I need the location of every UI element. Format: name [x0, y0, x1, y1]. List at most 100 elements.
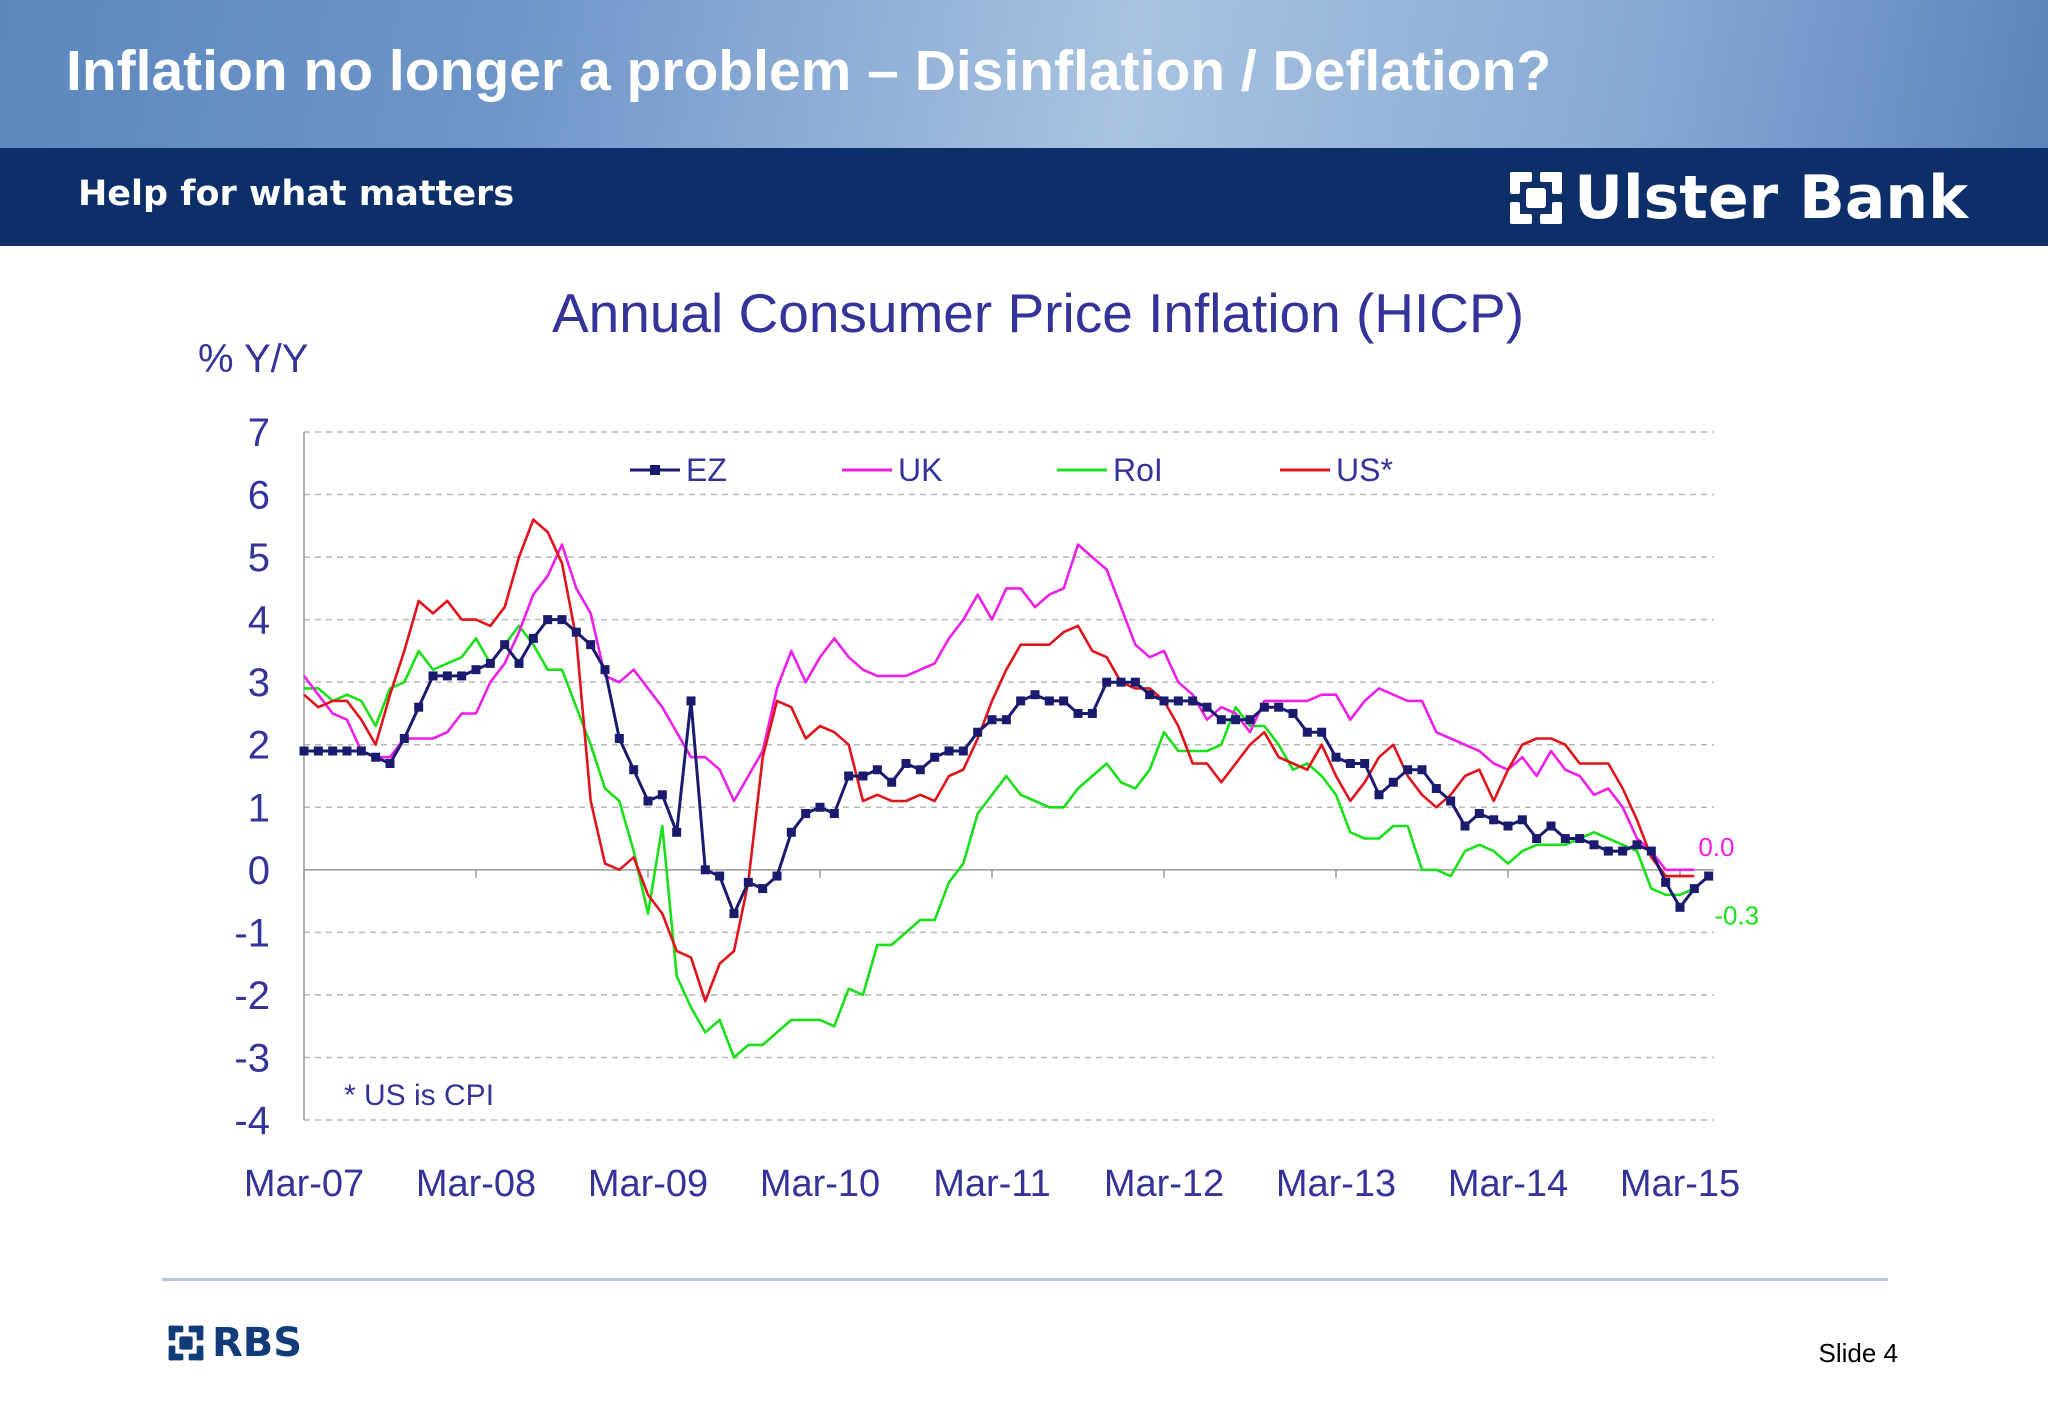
slide-number: Slide 4 — [1818, 1338, 1899, 1368]
ez-point — [414, 702, 424, 712]
rbs-daisy-icon — [168, 1325, 204, 1361]
ez-point — [385, 758, 395, 768]
axes — [303, 432, 1714, 1120]
ez-point — [571, 627, 581, 637]
ez-point — [1460, 821, 1470, 831]
daisy-logo-icon — [1510, 172, 1563, 224]
ez-point — [600, 665, 610, 675]
ez-point — [758, 884, 768, 894]
ez-point — [858, 771, 868, 781]
y-tick-label: 5 — [248, 536, 270, 580]
ez-point — [643, 796, 653, 806]
ez-point — [901, 758, 911, 768]
ez-point — [1403, 765, 1413, 775]
ez-point — [1231, 715, 1241, 725]
rbs-logo-text: RBS — [212, 1320, 303, 1366]
ez-point — [485, 658, 495, 668]
ez-point — [586, 640, 596, 650]
ez-point — [1503, 821, 1513, 831]
y-tick-label: 7 — [248, 411, 270, 455]
ez-point — [1302, 727, 1312, 737]
x-tick-label: Mar-15 — [1620, 1163, 1740, 1205]
ez-point — [356, 746, 366, 756]
ez-point — [428, 671, 438, 681]
annotation-uk: 0.0 — [1698, 832, 1734, 862]
ez-point — [1517, 815, 1527, 825]
ez-point — [342, 746, 352, 756]
y-tick-label: -3 — [234, 1036, 270, 1080]
brand-strap — [0, 148, 2048, 246]
ez-point — [1345, 758, 1355, 768]
ez-point — [1360, 758, 1370, 768]
ez-point — [1073, 708, 1083, 718]
ez-point — [1001, 715, 1011, 725]
ez-point — [1245, 715, 1255, 725]
legend-label: RoI — [1113, 452, 1163, 488]
ez-point — [1546, 821, 1556, 831]
series-line-uk — [302, 543, 1695, 872]
y-tick-labels: 7 6 5 4 3 2 1 0 -1 -2 -3 -4 — [234, 411, 270, 1143]
ez-point — [672, 827, 682, 837]
inflation-line-chart: Annual Consumer Price Inflation (HICP) %… — [198, 282, 1759, 1205]
ez-point — [500, 640, 510, 650]
ez-point — [442, 671, 452, 681]
ez-point — [1661, 877, 1671, 887]
legend-label: US* — [1336, 452, 1393, 488]
ez-point — [1102, 677, 1112, 687]
legend: EZ UK RoI US* — [630, 452, 1393, 488]
x-tick-labels: Mar-07 Mar-08 Mar-09 Mar-10 Mar-11 Mar-12 Mar-… — [244, 1163, 1740, 1205]
ez-point — [743, 877, 753, 887]
ez-point — [844, 771, 854, 781]
x-tick-label: Mar-14 — [1448, 1163, 1568, 1205]
us-cpi-note: * US is CPI — [344, 1079, 494, 1112]
ez-point — [457, 671, 467, 681]
ez-markers — [299, 615, 1714, 919]
ez-point — [328, 746, 338, 756]
ez-point — [371, 752, 381, 762]
ez-point — [1431, 784, 1441, 794]
ez-point — [1603, 846, 1613, 856]
ez-point — [1216, 715, 1226, 725]
ez-point — [786, 827, 796, 837]
series-line-roi — [304, 624, 1695, 1059]
ez-point — [1130, 677, 1140, 687]
y-tick-label: 3 — [248, 661, 270, 705]
x-tick-label: Mar-07 — [244, 1163, 364, 1205]
ez-point — [1016, 696, 1026, 706]
y-tick-label: 2 — [248, 724, 270, 768]
ez-point — [944, 746, 954, 756]
ez-point — [1059, 696, 1069, 706]
ez-point — [987, 715, 997, 725]
ez-point — [1288, 708, 1298, 718]
y-tick-label: -4 — [234, 1099, 270, 1143]
legend-label: UK — [898, 452, 942, 488]
legend-label: EZ — [686, 452, 727, 488]
y-tick-label: -2 — [234, 974, 270, 1018]
ez-point — [614, 733, 624, 743]
ez-point — [528, 633, 538, 643]
ez-point — [1646, 846, 1656, 856]
ez-point — [872, 765, 882, 775]
ez-point — [1689, 884, 1699, 894]
ez-point — [1116, 677, 1126, 687]
ez-point — [1474, 809, 1484, 819]
rbs-logo: RBS — [166, 1320, 302, 1366]
ez-point — [1532, 834, 1542, 844]
y-tick-label: 6 — [248, 474, 270, 518]
footer-divider — [162, 1278, 1888, 1281]
series-line-us — [303, 518, 1695, 1003]
ez-point — [1632, 840, 1642, 850]
ez-point — [686, 696, 696, 706]
x-tick-label: Mar-09 — [588, 1163, 708, 1205]
y-tick-label: 4 — [248, 599, 270, 643]
end-value-labels: 0.0 -0.3 — [1698, 832, 1759, 931]
ez-point — [1274, 702, 1284, 712]
ez-point — [801, 809, 811, 819]
ez-point — [1188, 696, 1198, 706]
ez-point — [629, 765, 639, 775]
ez-point — [1446, 796, 1456, 806]
x-tick-label: Mar-08 — [416, 1163, 536, 1205]
ulster-bank-logo: Ulster Bank — [1506, 160, 1968, 236]
ez-point — [313, 746, 323, 756]
ez-point — [1331, 752, 1341, 762]
